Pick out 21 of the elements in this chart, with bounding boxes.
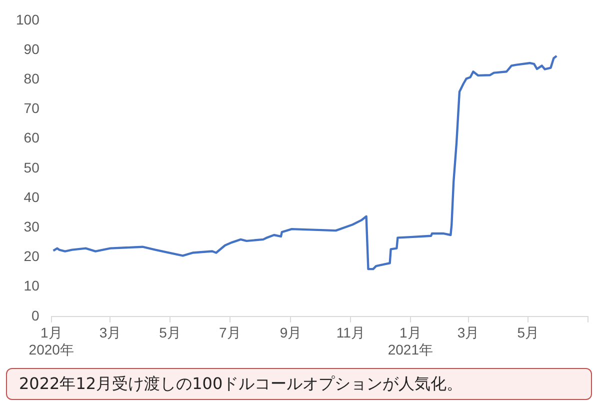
x-tick-label: 5月 (159, 324, 181, 341)
y-tick-label: 30 (24, 218, 40, 234)
y-tick-label: 80 (24, 70, 40, 86)
y-tick-label: 10 (24, 278, 40, 294)
y-tick-label: 0 (32, 307, 40, 324)
y-tick-label: 70 (24, 100, 40, 116)
x-tick-label: 9月 (280, 324, 302, 341)
x-tick-label: 3月 (457, 324, 480, 341)
y-tick-label: 50 (24, 159, 40, 176)
y-tick-label: 40 (24, 188, 40, 205)
y-tick-label: 90 (24, 40, 40, 57)
x-tick-label: 5月 (517, 324, 540, 341)
x-tick-label: 3月 (99, 324, 122, 341)
x-tick-label: 7月 (219, 324, 241, 341)
y-tick-label: 100 (16, 11, 40, 28)
x-tick-label: 1月 2020年 (28, 324, 74, 358)
x-tick-label: 1月 2021年 (388, 324, 434, 358)
text: 2022年12月受け渡しの100ドルコールオプションが人気化。 (6, 368, 592, 400)
x-tick-label: 11月 (336, 324, 365, 341)
y-tick-label: 20 (24, 248, 40, 264)
y-tick-label: 60 (24, 130, 40, 146)
